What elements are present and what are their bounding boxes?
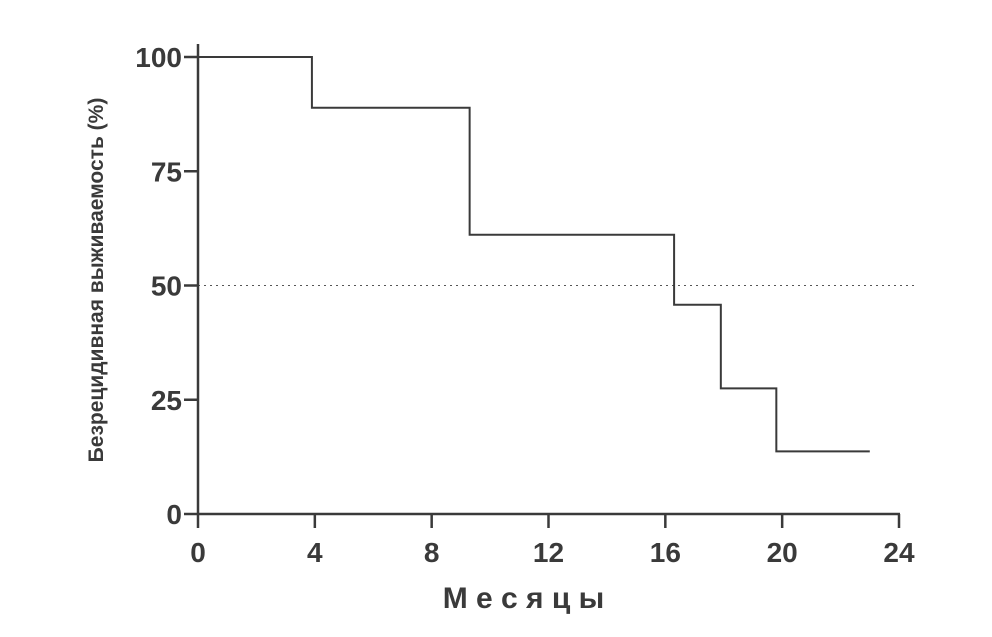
series-layer [198, 56, 870, 453]
survival-step-line [198, 56, 870, 453]
y-tick-label: 0 [166, 499, 182, 530]
x-tick-label: 16 [650, 537, 681, 568]
x-tick-label: 12 [533, 537, 564, 568]
y-axis-title: Безрецидивная выживаемость (%) [85, 98, 108, 463]
axes [196, 44, 900, 516]
x-axis-title: М е с я ц ы [443, 582, 605, 615]
y-tick-label: 100 [135, 42, 182, 73]
y-tick-label: 25 [151, 385, 182, 416]
x-tick-label: 4 [307, 537, 323, 568]
x-tick-label: 8 [424, 537, 440, 568]
x-tick-label: 24 [883, 537, 915, 568]
y-tick-label: 50 [151, 271, 182, 302]
y-tick-label: 75 [151, 156, 182, 187]
x-tick-label: 0 [190, 537, 206, 568]
x-tick-label: 20 [767, 537, 798, 568]
y-ticks: 0 25 50 75 100 [135, 42, 198, 530]
x-ticks: 0 4 8 12 16 20 24 [190, 514, 915, 568]
